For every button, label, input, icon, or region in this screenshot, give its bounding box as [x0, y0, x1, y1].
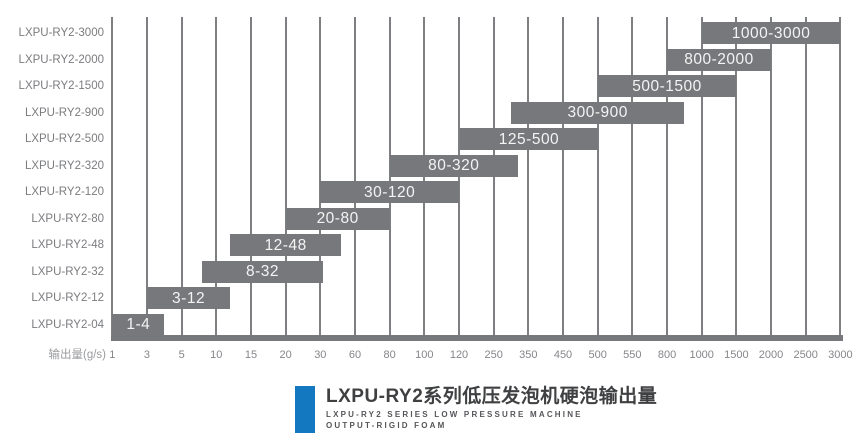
gridline [180, 17, 183, 335]
gridline [700, 17, 703, 335]
chart-title-block: LXPU-RY2系列低压发泡机硬泡输出量 LXPU-RY2 SERIES LOW… [295, 386, 657, 433]
gridline [666, 17, 669, 335]
x-tick-label: 2500 [793, 349, 818, 361]
x-axis-title: 输出量(g/s) [48, 349, 107, 361]
gridline [249, 17, 252, 335]
x-tick-label: 30 [314, 349, 327, 361]
x-tick-label: 120 [449, 349, 469, 361]
y-axis-label: LXPU-RY2-320 [24, 159, 104, 172]
range-bar: 20-80 [285, 207, 390, 230]
bar-label: 1-4 [126, 316, 151, 333]
gridline [353, 17, 356, 335]
x-axis-line [111, 335, 843, 341]
gridline [735, 17, 738, 335]
x-tick-label: 10 [210, 349, 223, 361]
range-bar: 1000-3000 [701, 22, 841, 44]
x-tick-label: 15 [244, 349, 258, 361]
x-tick-label: 1 [109, 349, 116, 361]
title-accent-bar [295, 386, 315, 433]
y-axis-label: LXPU-RY2-04 [31, 318, 104, 331]
gridline [145, 17, 148, 335]
x-tick-label: 350 [519, 349, 538, 361]
y-axis-label: LXPU-RY2-500 [24, 133, 104, 145]
y-axis-label: LXPU-RY2-32 [31, 265, 104, 278]
x-tick-label: 5 [178, 349, 185, 361]
range-bar: 125-500 [460, 128, 598, 150]
bar-label: 30-120 [364, 183, 416, 201]
x-tick-label: 250 [484, 349, 503, 361]
x-tick-label: 1500 [724, 349, 749, 361]
gridline [804, 17, 807, 335]
bar-label: 300-900 [567, 104, 628, 121]
range-bar: 300-900 [511, 101, 685, 124]
chart-title: LXPU-RY2系列低压发泡机硬泡输出量 [326, 386, 658, 407]
range-bar: 12-48 [230, 234, 342, 256]
y-axis-label: LXPU-RY2-1500 [18, 80, 104, 92]
gridline [596, 17, 599, 335]
x-tick-label: 800 [657, 349, 677, 361]
y-axis-label: LXPU-RY2-80 [31, 212, 104, 225]
y-axis-label: LXPU-RY2-12 [31, 292, 104, 304]
y-axis-label: LXPU-RY2-2000 [18, 53, 104, 66]
range-bar: 80-320 [389, 154, 518, 177]
x-tick-label: 20 [279, 349, 292, 361]
gridline [284, 17, 287, 335]
gridline [562, 17, 564, 335]
bar-label: 20-80 [316, 210, 359, 227]
bar-label: 8-32 [246, 263, 280, 280]
gridline [770, 17, 773, 335]
range-bar: 30-120 [320, 181, 459, 203]
x-tick-label: 3000 [828, 349, 853, 361]
bar-label: 3-12 [172, 289, 206, 307]
y-axis-label: LXPU-RY2-900 [24, 106, 104, 119]
gridline [111, 17, 114, 335]
x-tick-label: 100 [415, 349, 434, 361]
range-bar: 1-4 [112, 313, 165, 336]
x-tick-label: 450 [553, 349, 573, 361]
y-axis-label: LXPU-RY2-3000 [18, 27, 104, 39]
y-axis-label: LXPU-RY2-120 [24, 186, 104, 198]
gridline [839, 17, 842, 335]
x-tick-label: 3 [143, 349, 151, 361]
range-bar: 500-1500 [597, 75, 737, 97]
range-bar: 800-2000 [667, 48, 772, 71]
gridline [631, 17, 634, 335]
bar-label: 1000-3000 [731, 24, 811, 42]
chart-subtitle-line1: LXPU-RY2 SERIES LOW PRESSURE MACHINE [326, 410, 583, 419]
x-tick-label: 550 [623, 349, 642, 361]
bar-label: 500-1500 [632, 77, 702, 95]
chart-subtitle-line2: OUTPUT-RIGID FOAM [326, 420, 447, 430]
x-tick-label: 2000 [758, 349, 784, 361]
range-bar: 3-12 [146, 287, 231, 309]
x-tick-label: 80 [383, 349, 396, 361]
bar-label: 80-320 [428, 157, 480, 174]
bar-label: 125-500 [498, 130, 560, 148]
gridline [319, 17, 322, 335]
range-bar: 8-32 [202, 260, 323, 283]
x-tick-label: 500 [588, 349, 607, 361]
bar-label: 800-2000 [684, 51, 754, 68]
bar-label: 12-48 [264, 236, 307, 254]
title-texts: LXPU-RY2系列低压发泡机硬泡输出量 LXPU-RY2 SERIES LOW… [326, 386, 657, 433]
gridline [527, 17, 530, 335]
x-tick-label: 1000 [689, 349, 714, 361]
gridline [215, 17, 218, 335]
x-tick-label: 60 [348, 349, 362, 361]
y-axis-label: LXPU-RY2-48 [31, 239, 104, 251]
